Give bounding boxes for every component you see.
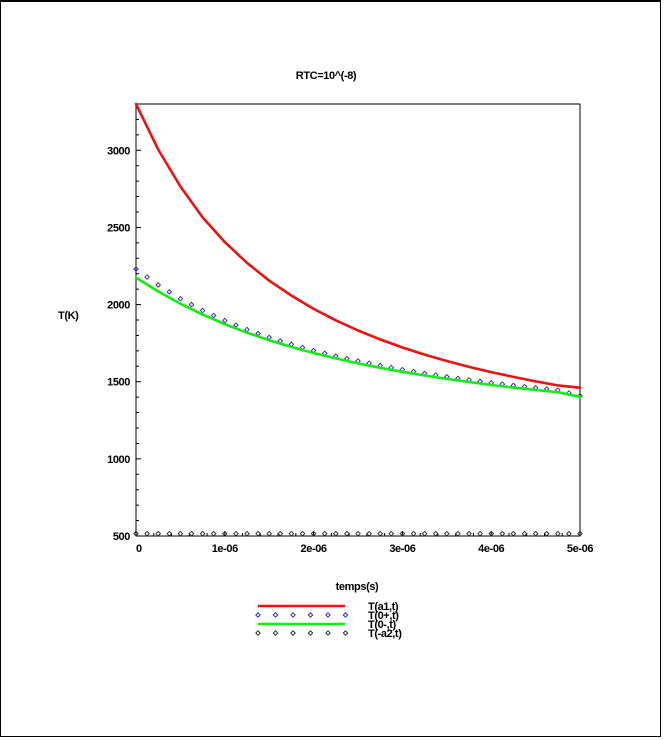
series-2 bbox=[136, 278, 580, 397]
data-point bbox=[189, 531, 193, 535]
data-point bbox=[522, 531, 526, 535]
y-axis-label: T(K) bbox=[58, 310, 79, 322]
legend-marker-swatch bbox=[273, 631, 277, 635]
x-axis-label: temps(s) bbox=[336, 581, 379, 593]
legend-marker-swatch bbox=[256, 613, 260, 617]
plot-area bbox=[136, 104, 580, 536]
data-point bbox=[545, 531, 549, 535]
y-tick-label: 1500 bbox=[107, 377, 130, 389]
data-point bbox=[189, 302, 193, 306]
data-point bbox=[478, 531, 482, 535]
data-point bbox=[267, 531, 271, 535]
data-point bbox=[367, 531, 371, 535]
series-0 bbox=[136, 104, 580, 388]
legend-marker-swatch bbox=[326, 613, 330, 617]
chart-title: RTC=10^(-8) bbox=[296, 70, 357, 82]
x-axis: 0 1e-06 2e-06 3e-06 4e-06 5e-06 bbox=[136, 531, 593, 555]
legend-marker-swatch bbox=[273, 613, 277, 617]
x-tick-label: 4e-06 bbox=[478, 543, 504, 555]
legend-marker-swatch bbox=[308, 631, 312, 635]
data-point bbox=[178, 531, 182, 535]
data-point bbox=[200, 531, 204, 535]
data-point bbox=[234, 531, 238, 535]
data-point bbox=[323, 531, 327, 535]
data-point bbox=[345, 531, 349, 535]
data-point bbox=[245, 531, 249, 535]
legend-marker-swatch bbox=[291, 613, 295, 617]
data-point bbox=[256, 531, 260, 535]
x-tick-label: 5e-06 bbox=[567, 543, 593, 555]
data-point bbox=[200, 308, 204, 312]
x-tick-label: 3e-06 bbox=[389, 543, 415, 555]
data-point bbox=[500, 531, 504, 535]
data-point bbox=[378, 531, 382, 535]
data-point bbox=[178, 297, 182, 301]
data-point bbox=[145, 531, 149, 535]
data-point bbox=[289, 531, 293, 535]
data-point bbox=[567, 531, 571, 535]
data-point bbox=[445, 531, 449, 535]
data-point bbox=[389, 531, 393, 535]
data-point bbox=[422, 531, 426, 535]
data-point bbox=[467, 531, 471, 535]
x-tick-label: 2e-06 bbox=[301, 543, 327, 555]
legend: T(a1,t)T(0+,t)T(0-,t)T(-a2,t) bbox=[256, 601, 402, 640]
data-point bbox=[212, 531, 216, 535]
y-tick-label: 2500 bbox=[107, 222, 130, 234]
data-point bbox=[356, 531, 360, 535]
legend-label: T(-a2,t) bbox=[368, 628, 402, 640]
data-point bbox=[434, 531, 438, 535]
series-line bbox=[136, 278, 580, 397]
legend-marker-swatch bbox=[343, 631, 347, 635]
data-point bbox=[212, 313, 216, 317]
y-tick-label: 2000 bbox=[107, 300, 130, 312]
series-3 bbox=[134, 531, 582, 535]
data-point bbox=[156, 531, 160, 535]
y-tick-label: 1000 bbox=[107, 454, 130, 466]
data-point bbox=[533, 531, 537, 535]
data-point bbox=[167, 531, 171, 535]
data-point bbox=[156, 283, 160, 287]
data-point bbox=[411, 531, 415, 535]
legend-marker-swatch bbox=[326, 631, 330, 635]
legend-marker-swatch bbox=[308, 613, 312, 617]
series-line bbox=[136, 104, 580, 388]
data-point bbox=[300, 531, 304, 535]
data-point bbox=[511, 531, 515, 535]
data-point bbox=[556, 531, 560, 535]
x-tick-label: 1e-06 bbox=[212, 543, 238, 555]
legend-marker-swatch bbox=[343, 613, 347, 617]
series-layer bbox=[134, 104, 582, 536]
legend-marker-swatch bbox=[256, 631, 260, 635]
data-point bbox=[334, 531, 338, 535]
y-tick-label: 500 bbox=[113, 531, 130, 543]
y-tick-label: 3000 bbox=[107, 145, 130, 157]
x-tick-label: 0 bbox=[136, 543, 142, 555]
data-point bbox=[456, 531, 460, 535]
data-point bbox=[145, 275, 149, 279]
data-point bbox=[167, 290, 171, 294]
data-point bbox=[278, 531, 282, 535]
legend-marker-swatch bbox=[291, 631, 295, 635]
